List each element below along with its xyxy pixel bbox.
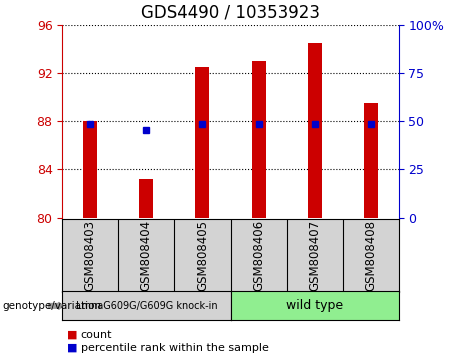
Bar xyxy=(252,61,266,218)
Bar xyxy=(195,67,209,218)
Text: count: count xyxy=(81,330,112,339)
Text: GSM808405: GSM808405 xyxy=(196,220,209,291)
Text: ■: ■ xyxy=(67,330,77,339)
Text: GSM808408: GSM808408 xyxy=(364,220,377,291)
Text: GSM808403: GSM808403 xyxy=(84,220,97,291)
Bar xyxy=(364,103,378,218)
Text: GSM808406: GSM808406 xyxy=(252,220,265,291)
Text: GSM808404: GSM808404 xyxy=(140,220,153,291)
Text: genotype/variation: genotype/variation xyxy=(2,301,101,311)
Text: LmnaG609G/G609G knock-in: LmnaG609G/G609G knock-in xyxy=(76,301,217,311)
Bar xyxy=(139,179,154,218)
Text: percentile rank within the sample: percentile rank within the sample xyxy=(81,343,269,353)
Bar xyxy=(307,43,322,218)
Text: GSM808407: GSM808407 xyxy=(308,220,321,291)
Bar xyxy=(83,121,97,218)
Title: GDS4490 / 10353923: GDS4490 / 10353923 xyxy=(141,4,320,22)
Text: ■: ■ xyxy=(67,343,77,353)
Text: wild type: wild type xyxy=(286,299,343,312)
